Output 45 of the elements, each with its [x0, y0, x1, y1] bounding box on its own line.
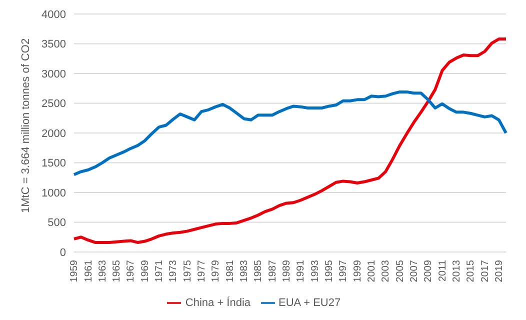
x-tick-label: 2019 — [494, 260, 506, 282]
x-tick-label: 2009 — [423, 260, 434, 282]
x-tick-label: 1989 — [282, 260, 293, 282]
x-tick-label: 1965 — [112, 260, 123, 282]
x-tick-label: 1991 — [296, 260, 307, 282]
x-tick-label: 1983 — [239, 260, 250, 282]
x-tick-label: 1997 — [338, 260, 350, 282]
line-series — [72, 37, 508, 244]
y-tick-label: 3500 — [42, 38, 66, 51]
x-tick-label: 1993 — [310, 260, 321, 282]
y-tick-label: 0 — [60, 246, 66, 259]
x-tick-label: 1971 — [154, 260, 166, 282]
x-tick-label: 2015 — [466, 260, 477, 282]
y-tick-label: 4000 — [42, 8, 66, 21]
y-tick-label: 3000 — [42, 68, 66, 80]
x-tick-label: 2003 — [380, 260, 392, 282]
x-tick-label: 1963 — [97, 260, 108, 282]
x-tick-label: 1969 — [140, 260, 151, 282]
x-tick-label: 1999 — [352, 260, 364, 282]
x-tick-label: 1977 — [196, 260, 208, 282]
x-tick-label: 1985 — [253, 260, 264, 282]
x-tick-label: 1959 — [69, 260, 80, 282]
y-axis-title: 1MtC = 3.664 million tonnes of CO2 — [20, 38, 32, 213]
x-tick-label: 2013 — [452, 260, 463, 282]
x-tick-label: 1967 — [126, 260, 137, 282]
legend-label: China + Índia — [185, 296, 251, 309]
line-series — [72, 90, 508, 176]
y-tick-label: 2500 — [42, 98, 66, 110]
x-tick-label: 1995 — [324, 260, 336, 282]
y-tick-label: 2000 — [42, 128, 66, 140]
y-tick-label: 1500 — [42, 158, 66, 170]
x-tick-label: 2011 — [437, 260, 448, 282]
x-tick-label: 2017 — [480, 260, 491, 282]
y-tick-label: 500 — [48, 217, 66, 230]
x-tick-label: 1975 — [182, 260, 194, 282]
x-tick-label: 1981 — [224, 260, 236, 282]
x-tick-label: 2005 — [394, 260, 406, 282]
x-tick-label: 1979 — [210, 260, 222, 282]
legend-label: EUA + EU27 — [278, 296, 341, 309]
x-tick-label: 2007 — [409, 260, 420, 282]
x-tick-label: 1973 — [168, 260, 180, 282]
y-tick-label: 1000 — [42, 187, 66, 200]
x-tick-label: 1987 — [267, 260, 278, 282]
x-tick-label: 1961 — [83, 260, 94, 282]
x-tick-label: 2001 — [366, 260, 378, 282]
